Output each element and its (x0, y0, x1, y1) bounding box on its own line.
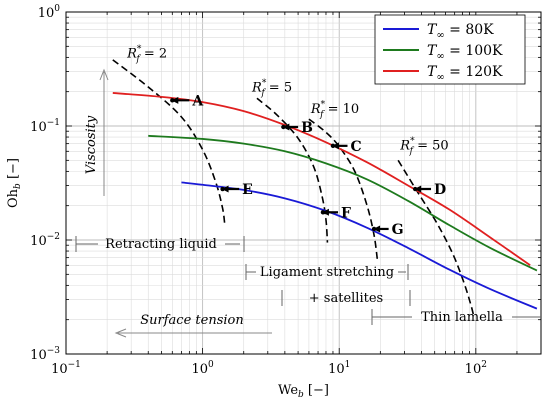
x-axis-label: Web [−] (278, 383, 329, 400)
x-tick-label: 102 (465, 360, 487, 377)
rf-curve-1 (112, 59, 226, 224)
ligament-stretching-label: Ligament stretching (260, 265, 394, 280)
point-arrowhead-G (373, 225, 381, 233)
point-dot-E (220, 186, 225, 192)
point-dot-B (281, 124, 286, 130)
viscosity-arrowhead (99, 68, 109, 81)
surface-tension-arrowhead (114, 328, 127, 338)
rf-curve-label-2: R* f = 5 (251, 79, 292, 99)
rf-curve-3 (308, 118, 379, 260)
legend-entry-2: T∞ = 100K (427, 43, 503, 62)
rf-curve-label-1: R* f = 2 (126, 44, 167, 64)
rf-curve-2 (256, 97, 329, 243)
point-arrowhead-A (171, 96, 179, 104)
series-line-1 (181, 181, 538, 310)
x-tick-label: 10−1 (51, 360, 81, 377)
viscosity-label: Viscosity (84, 115, 99, 174)
point-arrowhead-E (221, 185, 229, 193)
y-axis-label: Ohb [−] (6, 158, 23, 208)
point-dot-F (320, 210, 326, 215)
point-dot-A (170, 98, 175, 103)
point-label-F: F (341, 205, 351, 221)
point-arrowhead-D (414, 185, 422, 193)
point-dot-D (413, 186, 418, 192)
point-dot-C (330, 143, 336, 149)
plot-frame (65, 11, 542, 355)
point-dot-G (371, 226, 377, 232)
series-line-3 (112, 92, 531, 267)
y-tick-label: 10−3 (30, 346, 60, 363)
point-arrowhead-B (282, 123, 290, 131)
point-label-E: E (242, 182, 253, 198)
series-line-2 (148, 134, 538, 272)
x-tick-label: 100 (191, 360, 214, 377)
y-tick-label: 10−2 (30, 232, 60, 249)
thin-lamella-label: Thin lamella (421, 310, 503, 325)
point-label-A: A (191, 93, 204, 109)
point-label-C: C (351, 139, 362, 155)
legend-entry-3: T∞ = 120K (427, 64, 503, 83)
satellites-label: + satellites (309, 291, 383, 306)
axes: 10−1 100 101 102 10−3 10−2 10−1 100 Web [−] Ohb [… (6, 4, 542, 400)
point-label-D: D (434, 182, 446, 198)
point-label-G: G (392, 222, 404, 238)
retracting-liquid-label: Retracting liquid (105, 237, 217, 252)
y-tick-label: 10−1 (30, 118, 60, 135)
point-label-B: B (301, 120, 313, 136)
legend-entry-1: T∞ = 80K (427, 22, 494, 41)
y-tick-label: 100 (38, 4, 61, 21)
point-arrowhead-C (331, 142, 339, 150)
annotations: Viscosity Surface tension Retracting liqui… (75, 68, 541, 338)
legend: T∞ = 80K T∞ = 100K T∞ = 120K (374, 14, 526, 85)
surface-tension-label: Surface tension (140, 313, 243, 328)
rf-curve-label-3: R* f = 10 (310, 100, 359, 120)
point-arrowhead-F (321, 208, 329, 216)
x-tick-label: 101 (328, 360, 350, 377)
rf-curve-label-4: R* f = 50 (399, 137, 448, 157)
data-points: A B C D E F G (170, 93, 446, 238)
